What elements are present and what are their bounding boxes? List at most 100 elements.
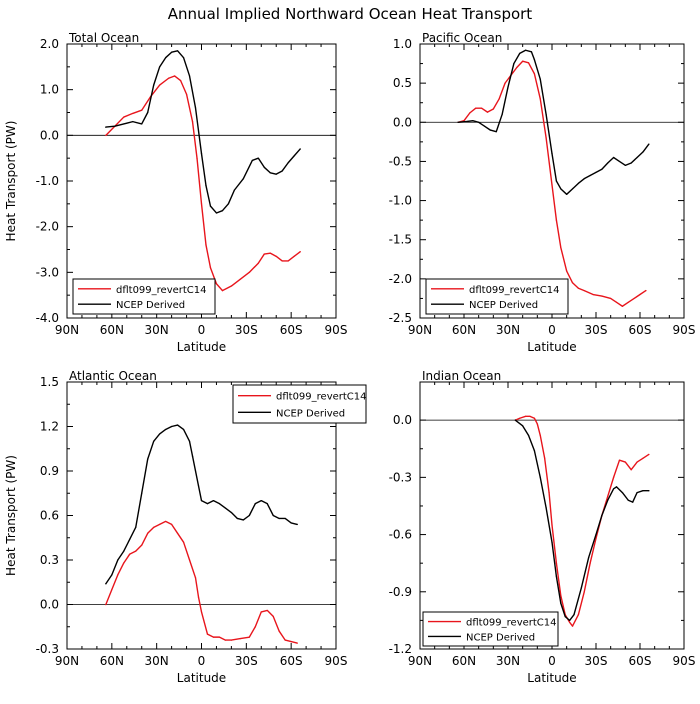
pacific-legend: dflt099_revertC14 NCEP Derived: [425, 278, 569, 315]
atlantic-data-point: [117, 559, 119, 561]
pacific-data-point: [621, 305, 624, 307]
pacific-data-point: [504, 82, 506, 84]
indian-data-point: [630, 469, 632, 471]
atlantic-data-point: [188, 559, 191, 561]
indian-xtick-label: 60N: [452, 654, 476, 668]
pacific-data-point: [560, 246, 562, 249]
total-data-point: [176, 50, 179, 52]
total-data-point: [263, 253, 265, 255]
total-data-point: [123, 116, 125, 118]
total-data-point: [269, 172, 271, 174]
indian-data-point: [589, 562, 591, 564]
total-legend-label: dflt099_revertC14: [116, 285, 207, 296]
atlantic-data-point: [284, 517, 286, 520]
total-data-point: [174, 75, 176, 77]
atlantic-data-point: [188, 440, 191, 442]
figure-title: Annual Implied Northward Ocean Heat Tran…: [168, 5, 533, 23]
atlantic-legend-label: dflt099_revertC14: [276, 392, 367, 403]
atlantic-data-point: [147, 458, 149, 460]
total-series-line-ncep: [105, 50, 301, 214]
atlantic-xtick-label: 0: [198, 654, 206, 668]
pacific-data-point: [522, 60, 524, 62]
total-ocean-panel: 90N 60N 30N 0 30S 60S 90S -4.0 -3.0 -2.0 -1.0 0.0 1.…: [4, 31, 347, 354]
pacific-ytick-label: -1.0: [389, 194, 412, 208]
pacific-legend-label: dflt099_revertC14: [469, 285, 560, 296]
indian-data-point: [560, 602, 562, 604]
atlantic-data-point: [236, 517, 238, 520]
indian-data-point: [533, 450, 536, 452]
pacific-data-point: [645, 290, 647, 292]
pacific-data-point: [481, 107, 483, 109]
pacific-data-point: [551, 184, 553, 186]
indian-legend-label: dflt099_revertC14: [466, 618, 557, 629]
atlantic-data-point: [272, 615, 274, 617]
total-data-point: [179, 79, 182, 82]
atlantic-data-point: [206, 633, 209, 635]
pacific-xtick-label: 60S: [629, 323, 652, 337]
atlantic-data-point: [191, 455, 194, 457]
pacific-data-point: [571, 282, 574, 284]
atlantic-ytick-label: -0.3: [36, 642, 59, 656]
atlantic-data-point: [260, 611, 262, 613]
total-data-point: [191, 121, 194, 123]
indian-data-point: [632, 501, 634, 503]
total-data-point: [171, 51, 173, 53]
pacific-data-point: [555, 219, 558, 221]
total-ytick-label: 1.0: [40, 83, 59, 97]
indian-ytick-label: 0.0: [393, 413, 412, 427]
pacific-data-point: [469, 112, 471, 114]
total-ytick-label: -1.0: [36, 174, 59, 188]
atlantic-data-point: [239, 638, 241, 640]
pacific-ytick-label: 0.0: [393, 115, 412, 129]
pacific-data-point: [633, 297, 635, 300]
pacific-data-point: [555, 180, 558, 182]
total-legend-label: NCEP Derived: [116, 300, 185, 311]
pacific-data-point: [551, 153, 553, 155]
atlantic-data-point: [200, 611, 203, 613]
atlantic-data-point: [278, 630, 280, 632]
indian-data-point: [595, 533, 597, 536]
total-xtick-label: 90N: [55, 323, 79, 337]
total-data-point: [188, 75, 191, 77]
total-data-point: [239, 278, 241, 280]
indian-data-point: [522, 425, 524, 427]
pacific-series-line-ncep: [457, 49, 650, 196]
atlantic-data-point: [200, 500, 203, 502]
pacific-data-point: [489, 129, 491, 131]
indian-data-point: [577, 614, 580, 616]
atlantic-data-point: [171, 425, 173, 428]
atlantic-data-point: [290, 522, 292, 524]
atlantic-data-point: [278, 517, 280, 520]
pacific-ytick-label: -2.5: [389, 311, 412, 325]
pacific-data-point: [627, 301, 629, 303]
atlantic-xaxis-label: Latitude: [177, 671, 226, 685]
pacific-xtick-label: 90N: [408, 323, 432, 337]
indian-data-point: [588, 556, 590, 559]
indian-data-point: [527, 434, 530, 436]
total-legend-box: [72, 278, 216, 315]
atlantic-data-point: [218, 636, 221, 638]
indian-data-point: [636, 492, 638, 494]
atlantic-data-point: [111, 574, 113, 576]
total-data-point: [185, 93, 188, 95]
atlantic-data-point: [260, 500, 262, 502]
total-data-point: [299, 148, 301, 150]
pacific-data-point: [577, 287, 580, 289]
pacific-data-point: [539, 78, 541, 80]
pacific-data-point: [636, 156, 638, 159]
atlantic-data-point: [284, 639, 286, 641]
pacific-data-point: [592, 293, 594, 296]
pacific-xtick-label: 60N: [452, 323, 476, 337]
total-data-point: [281, 170, 283, 172]
atlantic-data-point: [117, 574, 119, 576]
pacific-ytick-label: -0.5: [389, 154, 412, 168]
total-data-point: [215, 283, 218, 285]
total-legend: dflt099_revertC14 NCEP Derived: [72, 278, 216, 315]
total-ytick-label: 0.0: [40, 128, 59, 142]
atlantic-ytick-label: 1.5: [40, 375, 59, 389]
total-ytick-label: -3.0: [36, 265, 59, 279]
total-data-point: [147, 111, 149, 114]
total-data-point: [196, 157, 198, 159]
atlantic-data-point: [254, 626, 256, 628]
pacific-ytick-label: 0.5: [393, 76, 412, 90]
